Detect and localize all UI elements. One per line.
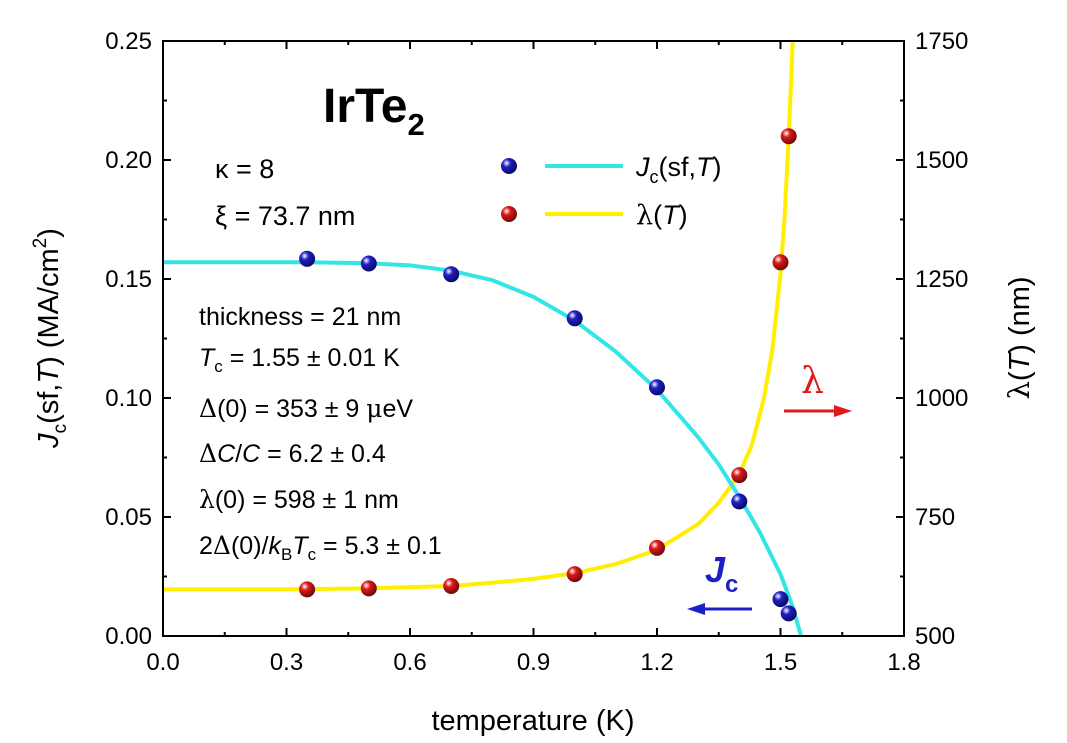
param-dcc: ΔC/C = 6.2 ± 0.4 bbox=[199, 439, 386, 468]
x-tick-label: 0.3 bbox=[270, 649, 303, 676]
y-right-tick-label: 750 bbox=[915, 504, 955, 531]
jc-data-point bbox=[649, 379, 665, 396]
y-right-axis-title: λ(T) (nm) bbox=[1002, 276, 1036, 399]
jc-data-point bbox=[731, 493, 748, 510]
lambda-data-point bbox=[649, 539, 665, 556]
chart-title: IrTe2 bbox=[323, 80, 425, 142]
x-tick-label: 0.6 bbox=[393, 649, 426, 676]
lambda-data-point bbox=[299, 581, 316, 598]
jc-arrow-label: Jc bbox=[705, 549, 738, 598]
lambda-data-point bbox=[772, 254, 789, 271]
x-tick-label: 1.2 bbox=[640, 649, 673, 676]
jc-data-point bbox=[566, 310, 583, 327]
param-ratio: 2Δ(0)/kBTc = 5.3 ± 0.1 bbox=[199, 531, 442, 564]
param-lambda0: λ(0) = 598 ± 1 nm bbox=[199, 485, 399, 514]
y-right-tick-label: 1750 bbox=[915, 28, 968, 55]
x-tick-label: 0.9 bbox=[517, 649, 550, 676]
data-markers bbox=[299, 128, 797, 622]
jc-fit-curve bbox=[163, 260, 804, 636]
param-thickness: thickness = 21 nm bbox=[199, 303, 401, 331]
lambda-data-point bbox=[731, 467, 748, 484]
x-tick-label: 1.5 bbox=[764, 649, 797, 676]
lambda-data-point bbox=[780, 128, 797, 145]
lambda-data-point bbox=[443, 578, 460, 594]
jc-data-point bbox=[780, 605, 797, 622]
chart-title-subscript: 2 bbox=[407, 107, 424, 142]
y-left-tick-label: 0.25 bbox=[105, 28, 152, 55]
x-axis-title: temperature (K) bbox=[431, 705, 634, 737]
y-left-tick-label: 0.05 bbox=[105, 504, 152, 531]
x-tick-label: 1.8 bbox=[887, 649, 920, 676]
y-left-tick-label: 0.20 bbox=[105, 147, 152, 174]
legend: Jc(sf,T) λ(T) bbox=[501, 152, 722, 231]
jc-arrow: Jc bbox=[687, 549, 752, 615]
axis-ticks: 0.0 0.3 0.6 0.9 1.2 1.5 1.8 0.00 0.05 0.10 0.15 0.2… bbox=[105, 28, 968, 676]
y-left-tick-label: 0.00 bbox=[105, 623, 152, 650]
jc-arrow-head bbox=[687, 603, 705, 615]
jc-data-point bbox=[443, 266, 460, 283]
y-left-tick-label: 0.15 bbox=[105, 266, 152, 293]
y-left-tick-label: 0.10 bbox=[105, 385, 152, 412]
lambda-arrow-label: λ bbox=[801, 361, 824, 402]
jc-data-point bbox=[360, 255, 377, 272]
legend-jc-marker bbox=[501, 158, 517, 174]
xi-annotation: ξ = 73.7 nm bbox=[215, 201, 355, 231]
jc-data-point bbox=[772, 591, 789, 608]
y-right-tick-label: 1250 bbox=[915, 266, 968, 293]
legend-jc-label: Jc(sf,T) bbox=[635, 152, 722, 187]
y-right-tick-label: 1500 bbox=[915, 147, 968, 174]
y-right-tick-label: 1000 bbox=[915, 385, 968, 412]
lambda-data-point bbox=[360, 580, 377, 597]
jc-data-point bbox=[299, 250, 316, 267]
lambda-data-point bbox=[566, 566, 583, 583]
legend-lambda-label: λ(T) bbox=[636, 200, 688, 231]
param-gap: Δ(0) = 353 ± 9 μeV bbox=[199, 394, 413, 423]
param-tc: Tc = 1.55 ± 0.01 K bbox=[199, 344, 400, 376]
y-left-axis-title: Jc(sf,T) (MA/cm2) bbox=[30, 228, 71, 449]
kappa-annotation: κ = 8 bbox=[215, 154, 274, 184]
legend-lambda-marker bbox=[501, 206, 517, 222]
chart-title-main: IrTe bbox=[323, 80, 407, 133]
y-right-tick-label: 500 bbox=[915, 623, 955, 650]
lambda-arrow-head bbox=[834, 405, 852, 417]
x-tick-label: 0.0 bbox=[146, 649, 179, 676]
lambda-arrow: λ bbox=[784, 361, 852, 417]
